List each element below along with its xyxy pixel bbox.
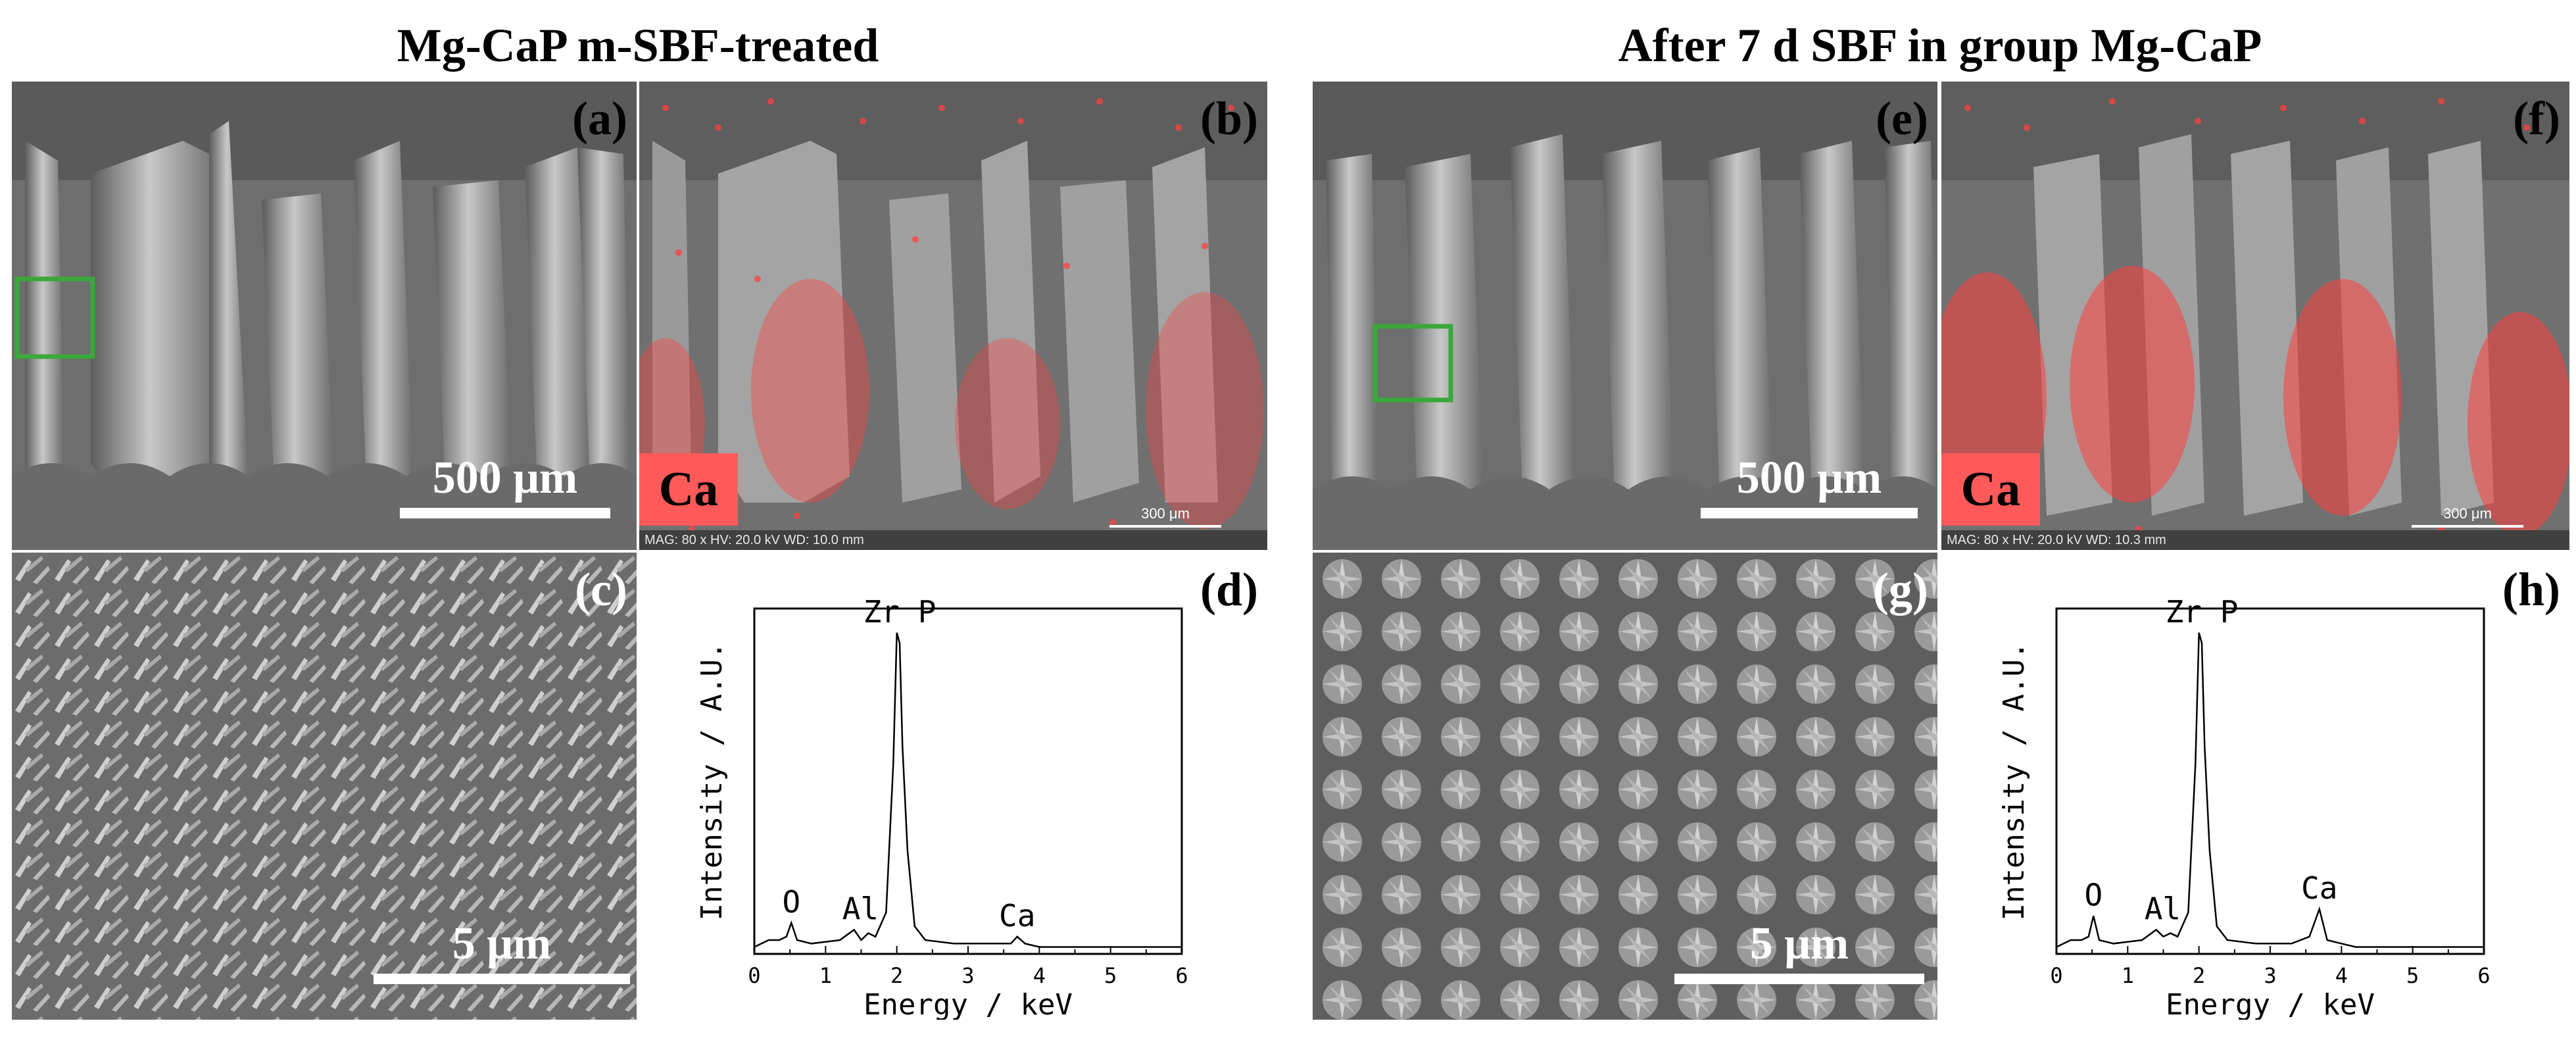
peak-label: Ca	[999, 898, 1035, 934]
panel-f-element-badge: Ca	[1941, 453, 2040, 526]
x-tick-label: 2	[2193, 963, 2205, 988]
panel-g-sem-image: (g) 5 μm	[1313, 553, 1937, 1020]
panel-e-scalebar	[1701, 508, 1918, 518]
plot-frame	[753, 607, 1183, 955]
panel-f-label: (f)	[2513, 92, 2560, 145]
panel-c-scalebar-label: 5 μm	[452, 918, 552, 969]
ca-map-image-b	[639, 82, 1267, 550]
panel-g-scalebar	[1674, 974, 1924, 984]
panel-b-ca-map: (b) Ca 300 μm MAG: 80 x HV: 20.0 kV WD: …	[639, 82, 1267, 550]
panel-b-info-scale-label: 300 μm	[1141, 505, 1190, 522]
x-tick-label: 1	[2122, 963, 2134, 988]
panel-f-ca-map: (f) Ca 300 μm MAG: 80 x HV: 20.0 kV WD: …	[1941, 82, 2569, 550]
panel-f-info-scale-label: 300 μm	[2443, 505, 2492, 522]
panel-c-sem-image: (c) 5 μm	[12, 553, 637, 1020]
panel-c-scalebar	[374, 974, 630, 984]
panel-b-label: (b)	[1200, 92, 1258, 145]
panel-e-scalebar-label: 500 μm	[1736, 453, 1882, 503]
panel-h-eds-chart: 0 1 2 3 4 5 6 Energy / keV Intensity / A.U. O Al Zr…	[1941, 553, 2569, 1020]
eds-spectrum-line	[754, 632, 1182, 948]
right-group-title: After 7 d SBF in group Mg-CaP	[1618, 19, 2262, 72]
x-tick-label: 3	[961, 963, 974, 988]
x-axis-label: Energy / keV	[2166, 988, 2375, 1020]
sem-crosssection-a	[12, 82, 637, 550]
x-axis-label: Energy / keV	[863, 988, 1073, 1020]
panel-c-label: (c)	[575, 563, 627, 616]
x-tick-label: 4	[1033, 963, 1046, 988]
panel-g-label: (g)	[1873, 563, 1928, 616]
peak-label: O	[782, 884, 800, 920]
eds-chart-h: 0 1 2 3 4 5 6 Energy / keV Intensity / A.U. O Al Zr…	[1997, 594, 2491, 1020]
y-axis-label: Intensity / A.U.	[1997, 642, 2031, 921]
panel-f-info-bar: MAG: 80 x HV: 20.0 kV WD: 10.3 mm	[1941, 530, 2569, 550]
panel-d-eds-chart: 0 1 2 3 4 5 6 Energy / keV Intensity / A.U. O Al Zr…	[639, 553, 1267, 1020]
x-tick-label: 6	[1175, 963, 1188, 988]
x-tick-label: 3	[2264, 963, 2276, 988]
panel-g-scalebar-label: 5 μm	[1749, 918, 1849, 969]
panel-e-sem-image: (e) 500 μm	[1313, 82, 1937, 550]
panel-h-label: (h)	[2502, 563, 2560, 616]
x-tick-label: 6	[2477, 963, 2490, 988]
panel-a-label: (a)	[572, 92, 627, 145]
panel-d-label: (d)	[1200, 563, 1258, 616]
panel-f-info-scale-bar	[2412, 525, 2523, 528]
x-tick-label: 1	[819, 963, 832, 988]
peak-label: Zr P	[863, 594, 936, 630]
sem-crystals-g	[1313, 553, 1937, 1020]
x-tick-label: 2	[890, 963, 903, 988]
peak-label: Ca	[2301, 870, 2337, 906]
panel-b-info-bar: MAG: 80 x HV: 20.0 kV WD: 10.0 mm	[639, 530, 1267, 550]
panel-a-scalebar-label: 500 μm	[432, 453, 578, 503]
x-tick-label: 5	[2406, 963, 2419, 988]
panel-b-info-scale-bar	[1109, 525, 1221, 528]
plot-frame	[2055, 607, 2485, 955]
roi-box-a	[14, 276, 95, 359]
peak-label: Al	[2145, 891, 2181, 926]
x-tick-label: 0	[748, 963, 760, 988]
panel-a-scalebar	[400, 508, 610, 518]
panel-e-label: (e)	[1876, 92, 1928, 145]
left-group-title: Mg-CaP m-SBF-treated	[397, 19, 879, 72]
roi-box-e	[1373, 324, 1453, 403]
x-tick-label: 4	[2335, 963, 2348, 988]
x-tick-label: 5	[1104, 963, 1117, 988]
y-axis-label: Intensity / A.U.	[695, 642, 729, 921]
eds-spectrum-line	[2056, 632, 2484, 948]
panel-b-element-badge: Ca	[639, 453, 738, 526]
peak-label: O	[2084, 877, 2102, 912]
peak-label: Al	[842, 891, 879, 926]
sem-crystals-c	[12, 553, 637, 1020]
panel-a-sem-image: (a) 500 μm	[12, 82, 637, 550]
x-tick-label: 0	[2050, 963, 2062, 988]
eds-chart-d: 0 1 2 3 4 5 6 Energy / keV Intensity / A.U. O Al Zr…	[695, 594, 1188, 1020]
peak-label: Zr P	[2166, 594, 2239, 630]
sem-crosssection-e	[1313, 82, 1937, 550]
